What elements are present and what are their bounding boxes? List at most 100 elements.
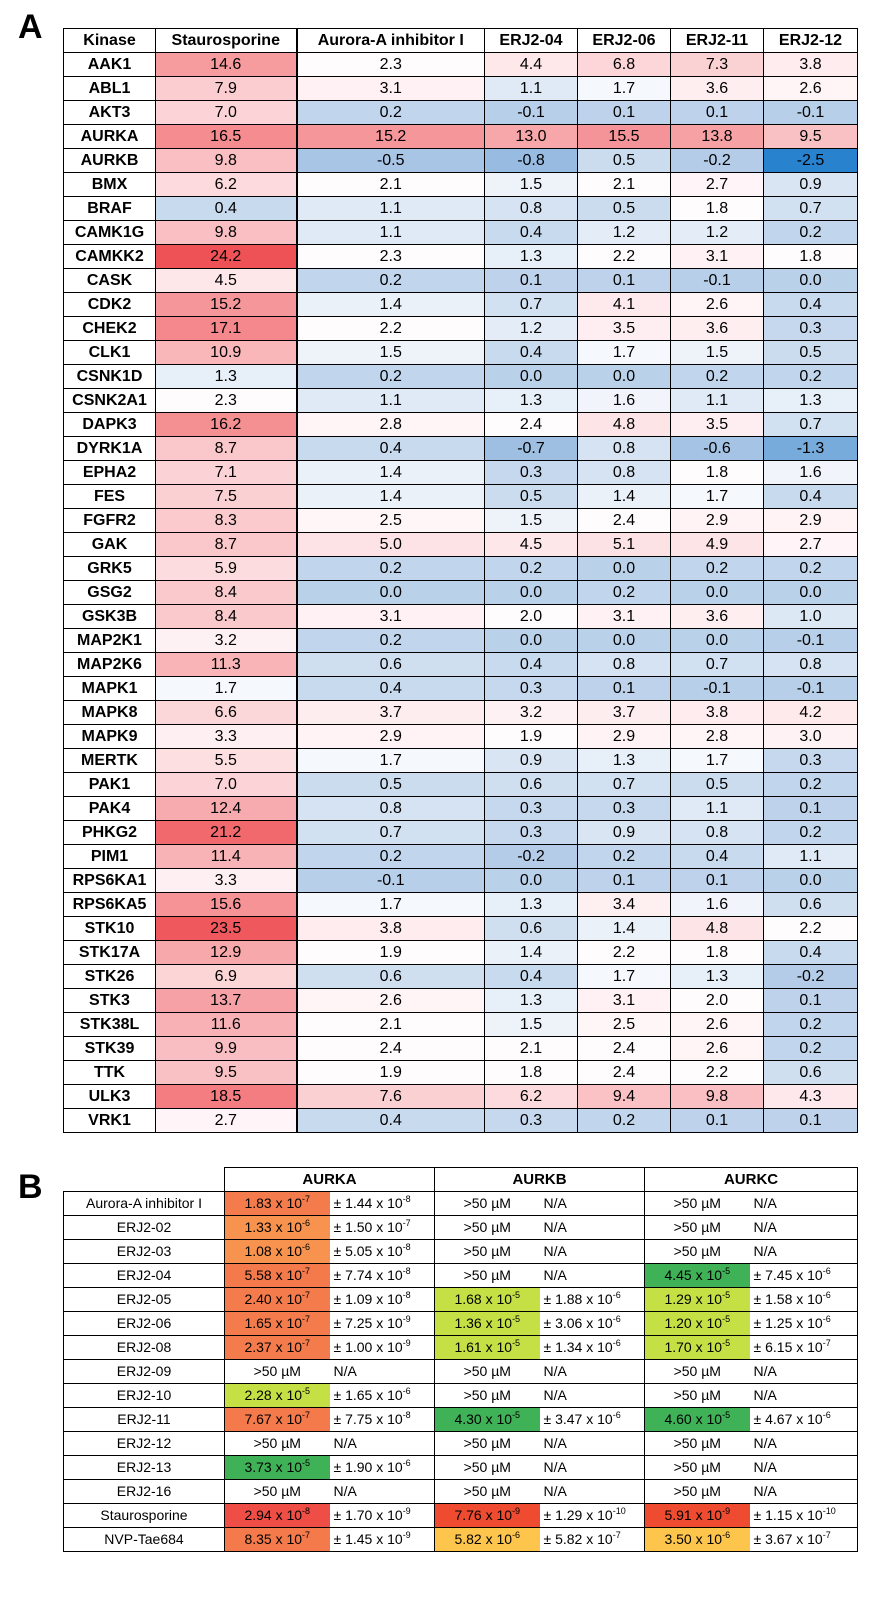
activity-cell: 0.4 (484, 652, 578, 677)
exponent: -7 (612, 1530, 621, 1540)
activity-cell: 3.1 (296, 604, 485, 629)
activity-cell: 0.8 (577, 460, 671, 485)
header-blank (63, 1167, 225, 1192)
activity-cell: 2.9 (296, 724, 485, 749)
kinase-name: STK3 (63, 988, 156, 1013)
activity-cell: 3.3 (155, 868, 298, 893)
ic50-error: N/A (539, 1263, 646, 1288)
activity-cell: 1.3 (484, 988, 578, 1013)
activity-cell: -0.1 (484, 100, 578, 125)
ic50-value: 4.45 x 10-5 (644, 1263, 750, 1288)
exponent: -6 (822, 1290, 831, 1300)
activity-cell: 3.1 (577, 604, 671, 629)
exponent: -6 (512, 1530, 521, 1540)
activity-cell: 0.4 (670, 844, 764, 869)
table-row: GRK5 5.9 0.2 0.2 0.0 0.2 0.2 (63, 556, 858, 581)
activity-cell: 1.4 (577, 916, 671, 941)
activity-cell: 3.2 (155, 628, 298, 653)
ic50-error: N/A (329, 1359, 436, 1384)
kinase-name: AURKA (63, 124, 156, 149)
activity-cell: 1.3 (577, 748, 671, 773)
activity-cell: 0.0 (763, 268, 858, 293)
table-row: ERJ2-10 2.28 x 10-5 ± 1.65 x 10-6 >50 µM N/A… (63, 1383, 859, 1408)
ic50-error: ± 1.65 x 10-6 (329, 1383, 436, 1408)
activity-cell: 2.7 (670, 172, 764, 197)
compound-name: ERJ2-10 (63, 1383, 225, 1408)
kinase-name: AURKB (63, 148, 156, 173)
mantissa: 8.35 (244, 1531, 272, 1547)
activity-cell: 3.7 (577, 700, 671, 725)
exponent: -6 (612, 1410, 621, 1420)
table-row: GAK 8.7 5.0 4.5 5.1 4.9 2.7 (63, 532, 858, 557)
activity-cell: 0.2 (763, 364, 858, 389)
activity-cell: 8.7 (155, 436, 298, 461)
ic50-value: 5.82 x 10-6 (434, 1527, 540, 1552)
activity-cell: 24.2 (155, 244, 298, 269)
kinase-name: CSNK1D (63, 364, 156, 389)
ic50-value: 1.68 x 10-5 (434, 1287, 540, 1312)
table-row: AURKB 9.8 -0.5 -0.8 0.5 -0.2 -2.5 (63, 148, 858, 173)
activity-cell: 0.2 (577, 1108, 671, 1133)
kinase-name: CSNK2A1 (63, 388, 156, 413)
table-row: FES 7.5 1.4 0.5 1.4 1.7 0.4 (63, 484, 858, 509)
activity-cell: 0.1 (763, 796, 858, 821)
ic50-value: >50 µM (434, 1479, 540, 1504)
activity-cell: 3.5 (577, 316, 671, 341)
activity-cell: 4.3 (763, 1084, 858, 1109)
activity-cell: 15.2 (155, 292, 298, 317)
activity-cell: 1.1 (296, 388, 485, 413)
activity-cell: 0.4 (763, 484, 858, 509)
kinase-name: PIM1 (63, 844, 156, 869)
ic50-value: >50 µM (644, 1215, 750, 1240)
kinase-name: CAMKK2 (63, 244, 156, 269)
activity-cell: 21.2 (155, 820, 298, 845)
exponent: -9 (402, 1314, 411, 1324)
table-row: AAK1 14.6 2.3 4.4 6.8 7.3 3.8 (63, 52, 858, 77)
ic50-value: >50 µM (644, 1191, 750, 1216)
ic50-error: ± 1.50 x 10-7 (329, 1215, 436, 1240)
activity-cell: 0.6 (484, 916, 578, 941)
activity-cell: 0.2 (296, 844, 485, 869)
activity-cell: 7.0 (155, 772, 298, 797)
activity-cell: 13.0 (484, 124, 578, 149)
mantissa: 1.65 (244, 1315, 272, 1331)
activity-cell: -0.5 (296, 148, 485, 173)
mantissa: 7.76 (454, 1507, 482, 1523)
activity-cell: 1.7 (296, 892, 485, 917)
activity-cell: 2.9 (577, 724, 671, 749)
kinase-name: MAPK1 (63, 676, 156, 701)
activity-cell: 1.7 (670, 484, 764, 509)
activity-cell: -1.3 (763, 436, 858, 461)
ic50-error: N/A (749, 1455, 859, 1480)
activity-cell: 3.6 (670, 316, 764, 341)
exponent: -8 (302, 1506, 311, 1516)
activity-cell: 3.8 (763, 52, 858, 77)
activity-cell: 3.6 (670, 604, 764, 629)
activity-cell: -0.1 (296, 868, 485, 893)
activity-cell: 1.8 (484, 1060, 578, 1085)
mantissa: ± 3.47 (543, 1411, 583, 1427)
kinase-name: DAPK3 (63, 412, 156, 437)
table-row: STK38L 11.6 2.1 1.5 2.5 2.6 0.2 (63, 1012, 858, 1037)
activity-cell: 16.5 (155, 124, 298, 149)
activity-cell: 14.6 (155, 52, 298, 77)
exponent: -8 (402, 1290, 411, 1300)
activity-cell: 2.2 (670, 1060, 764, 1085)
activity-cell: 0.1 (670, 100, 764, 125)
exponent: -6 (302, 1242, 311, 1252)
activity-cell: 0.8 (670, 820, 764, 845)
activity-cell: -0.7 (484, 436, 578, 461)
target-header: AURKB (434, 1167, 646, 1192)
mantissa: ± 5.05 (333, 1243, 373, 1259)
activity-cell: 11.4 (155, 844, 298, 869)
column-header: Aurora-A inhibitor I (296, 28, 485, 53)
exponent: -8 (402, 1242, 411, 1252)
activity-cell: 0.1 (577, 268, 671, 293)
activity-cell: 0.0 (670, 628, 764, 653)
table-header-row: AURKA AURKB AURKC (63, 1167, 859, 1192)
activity-cell: 0.0 (484, 868, 578, 893)
table-row: GSK3B 8.4 3.1 2.0 3.1 3.6 1.0 (63, 604, 858, 629)
table-row: CDK2 15.2 1.4 0.7 4.1 2.6 0.4 (63, 292, 858, 317)
activity-cell: 0.6 (763, 892, 858, 917)
